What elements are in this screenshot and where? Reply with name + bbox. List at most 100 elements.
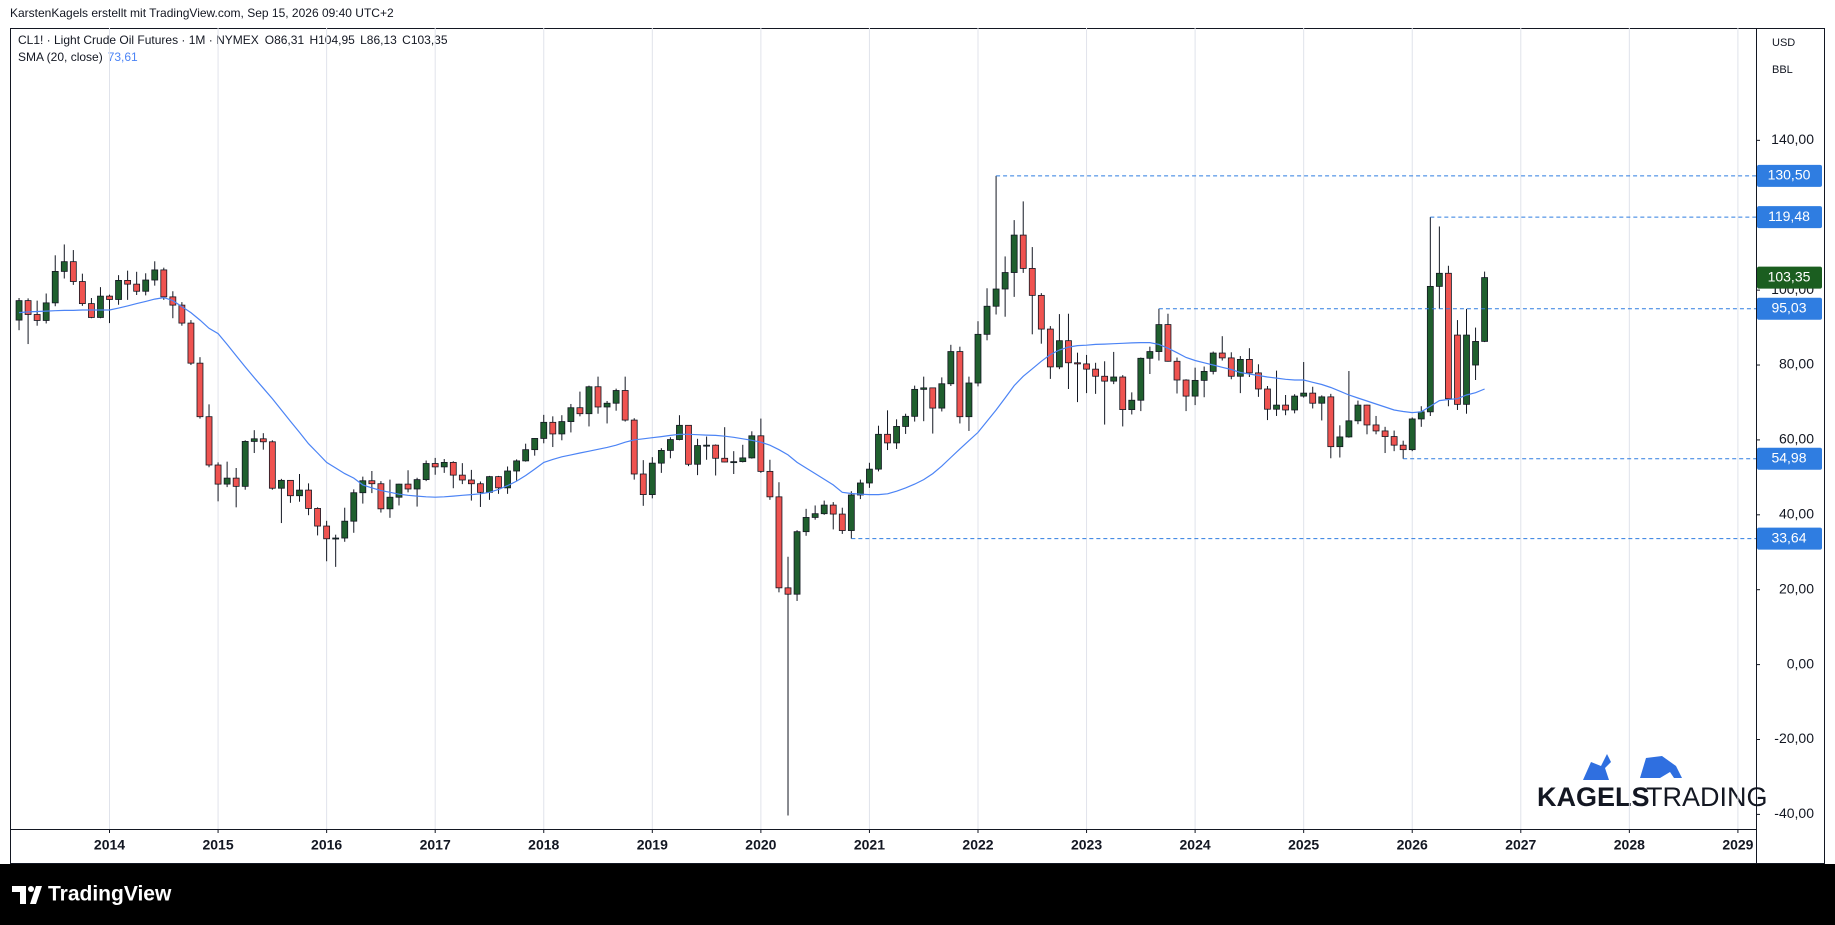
candle-body <box>766 470 774 498</box>
candle-body <box>739 457 747 463</box>
candle-body <box>1019 234 1027 269</box>
candle-body <box>685 424 692 465</box>
candle-body <box>929 387 937 409</box>
candle-body <box>1209 352 1217 372</box>
candle-body <box>350 492 358 522</box>
candle-body <box>1309 392 1317 404</box>
candle-body <box>549 421 557 435</box>
candle-body <box>1282 404 1289 411</box>
candle-body <box>287 479 294 497</box>
candle-body <box>820 504 828 515</box>
candle-body <box>838 513 846 531</box>
candle-body <box>540 421 548 439</box>
candle-body <box>1336 436 1344 448</box>
candle-body <box>1155 324 1163 352</box>
candle-body <box>1001 272 1009 290</box>
candle-body <box>404 483 412 490</box>
candle-body <box>440 461 448 468</box>
x-tick-label: 2027 <box>1505 837 1536 853</box>
candle-body <box>323 525 331 540</box>
candle-body <box>802 517 810 533</box>
candle-body <box>1273 404 1280 410</box>
candle-body <box>205 416 213 466</box>
candle-body <box>467 479 475 485</box>
marks <box>15 175 1488 816</box>
candle-body <box>422 463 430 481</box>
candle-body <box>115 279 122 300</box>
candle-body <box>965 382 973 418</box>
candle-body <box>151 269 159 281</box>
candle-body <box>1037 294 1045 330</box>
candle-body <box>1345 420 1353 438</box>
brand-name: TradingView <box>48 883 172 906</box>
candle-body <box>784 587 792 595</box>
price-tag-label: 33,64 <box>1771 529 1806 545</box>
candle-body <box>133 283 141 292</box>
candle-body <box>33 314 41 321</box>
candle-body <box>431 463 439 468</box>
price-tag-label: 130,50 <box>1768 167 1811 183</box>
x-tick-label: 2014 <box>94 837 125 853</box>
price-tag-label: 54,98 <box>1771 449 1806 465</box>
y-tick-label: 40,00 <box>1779 506 1814 522</box>
frame <box>10 28 1825 864</box>
candle-body <box>1092 368 1099 377</box>
candle-body <box>296 489 303 497</box>
candle-body <box>1327 396 1335 448</box>
candle-body <box>377 483 385 510</box>
candle-body <box>522 449 530 462</box>
candle-body <box>1381 430 1389 437</box>
candle-body <box>359 480 367 494</box>
brand-logo-dot <box>28 886 34 892</box>
brand-logo <box>12 886 42 904</box>
candle-body <box>24 300 32 315</box>
candle-body <box>1363 404 1371 426</box>
footer-bar <box>0 864 1835 925</box>
candle-body <box>1236 359 1244 377</box>
candle-body <box>911 388 919 417</box>
candle-body <box>1399 444 1407 451</box>
candle-body <box>1472 341 1479 366</box>
candle-body <box>630 419 638 475</box>
candle-body <box>612 390 620 404</box>
candle-body <box>513 460 520 472</box>
x-tick-label: 2017 <box>420 837 451 853</box>
candle-body <box>1408 418 1416 451</box>
candle-body <box>1318 396 1326 404</box>
candle-body <box>1481 277 1488 342</box>
brand: TradingView <box>12 883 172 906</box>
candle-body <box>875 433 882 470</box>
candle-body <box>1056 340 1063 368</box>
candle-body <box>395 483 403 498</box>
candle-body <box>1426 285 1434 413</box>
candle-body <box>1246 359 1253 374</box>
candle-body <box>983 305 991 335</box>
price-tag <box>1757 297 1822 320</box>
candle-body <box>1119 376 1127 410</box>
candle-body <box>1137 357 1145 401</box>
candle-body <box>1227 357 1235 377</box>
candle-body <box>648 462 656 495</box>
price-tag <box>1757 527 1822 550</box>
grid: 2014 2015 2016 2017 2018 2019 2020 2021 2022 2023… <box>94 28 1814 853</box>
x-tick-label: 2023 <box>1071 837 1102 853</box>
y-tick-label: -40,00 <box>1774 805 1814 821</box>
candle-body <box>694 445 701 465</box>
x-tick-label: 2028 <box>1614 837 1645 853</box>
legend-ohlc: L86,13 <box>360 33 397 47</box>
price-tag <box>1757 447 1822 470</box>
candle-body <box>1218 352 1226 359</box>
y-tick-label: 80,00 <box>1779 356 1814 372</box>
candle-body <box>314 508 321 527</box>
candle-body <box>278 479 285 489</box>
candle-body <box>504 470 511 489</box>
watermark-bold: KAGELS <box>1537 782 1650 812</box>
candle-body <box>486 476 493 493</box>
candle-body <box>1264 388 1271 410</box>
candle-body <box>1191 379 1199 397</box>
legend-sma: SMA (20, close) <box>18 50 103 64</box>
candle-body <box>268 441 276 489</box>
candle-body <box>1128 399 1136 410</box>
candle-body <box>567 407 575 422</box>
